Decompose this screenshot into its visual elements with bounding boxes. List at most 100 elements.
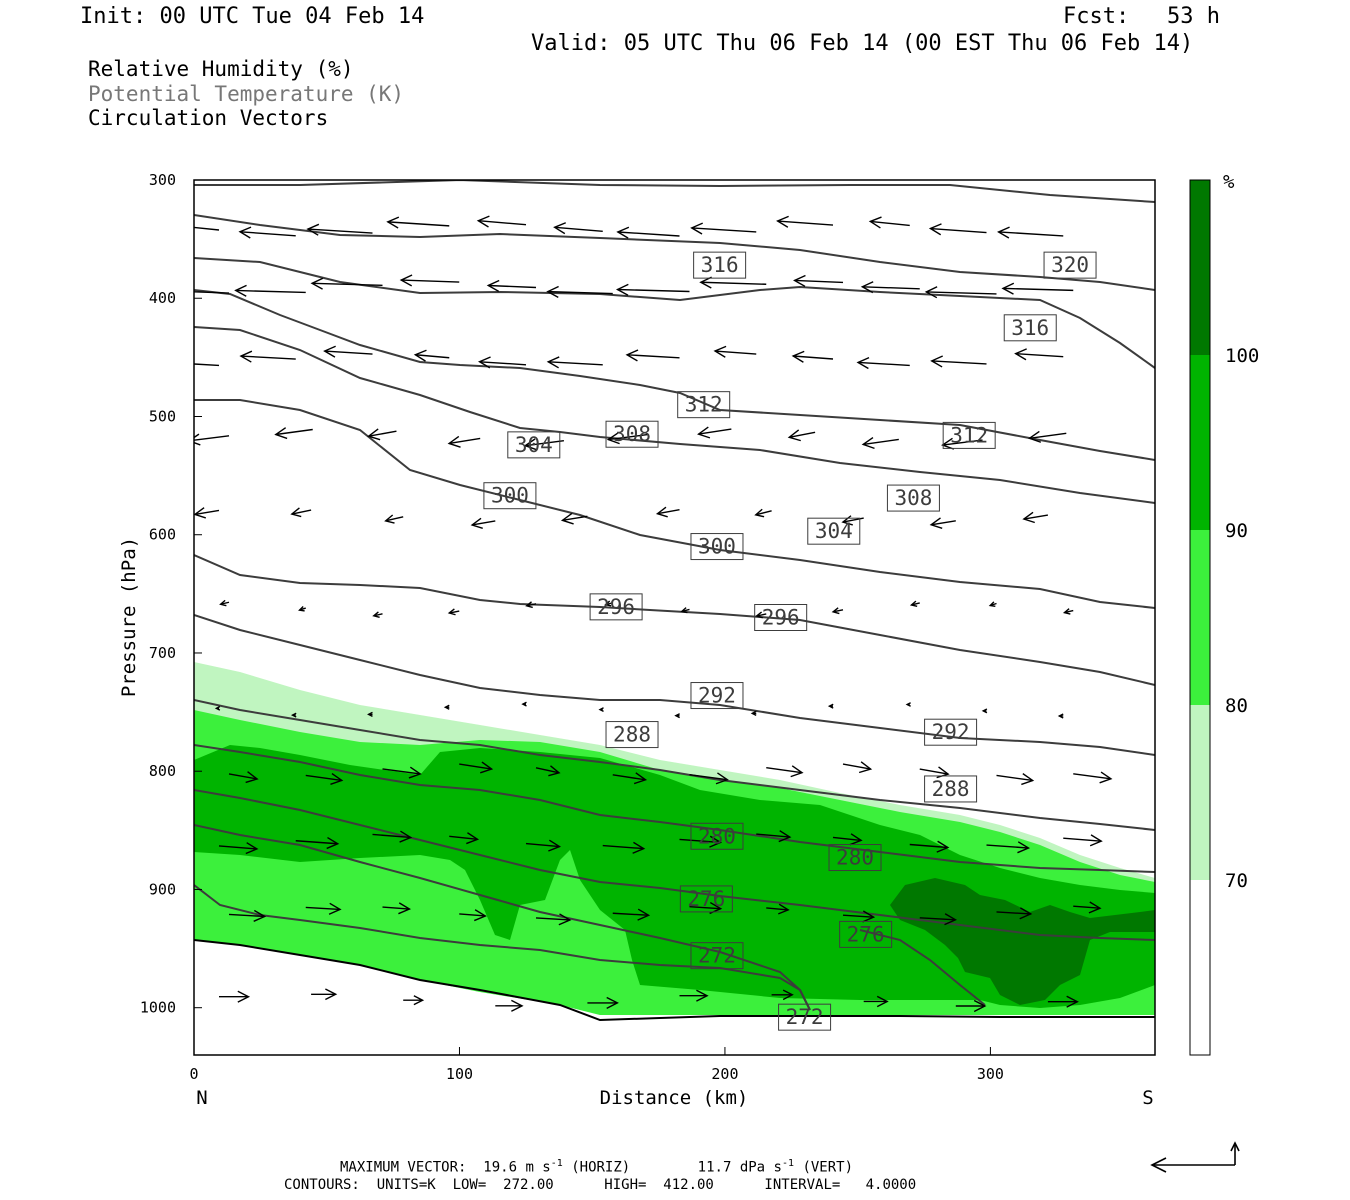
legend-relative-humidity: Relative Humidity (%) bbox=[88, 57, 354, 81]
contour-labels: 316 320 316 312 312 308 304 300 308 304 300 296 296 2… bbox=[483, 251, 1097, 1031]
vector-arrow bbox=[679, 989, 709, 1002]
horiz-value: 19.6 m s bbox=[483, 1159, 551, 1176]
contour-label: 312 bbox=[950, 423, 988, 447]
vector-arrow bbox=[523, 438, 564, 451]
vector-arrow bbox=[525, 839, 562, 852]
vector-arrow bbox=[1027, 430, 1067, 443]
vector-arrow bbox=[860, 281, 920, 294]
vector-arrow bbox=[754, 508, 772, 518]
vector-arrow bbox=[674, 713, 680, 719]
vector-arrow bbox=[842, 910, 876, 923]
contour-label-box bbox=[1003, 314, 1057, 342]
contour-label: 276 bbox=[847, 922, 885, 946]
vector-arrow bbox=[372, 830, 413, 843]
vector-arrow bbox=[766, 903, 790, 915]
colorbar: % 70 80 90 100 bbox=[1189, 171, 1259, 1056]
contour-label-box bbox=[828, 844, 882, 872]
contour-label-box bbox=[605, 721, 659, 749]
vector-arrow bbox=[311, 988, 338, 1001]
vector-arrow bbox=[955, 999, 987, 1013]
vector-arrow bbox=[194, 363, 220, 367]
colorbar-label: 100 bbox=[1225, 345, 1259, 367]
vector-arrow bbox=[689, 772, 729, 785]
y-tick-label: 400 bbox=[149, 289, 176, 307]
vector-arrow bbox=[386, 216, 450, 229]
x-tick-label: 100 bbox=[446, 1065, 473, 1083]
colorbar-frame bbox=[1189, 179, 1211, 1056]
vector-arrow bbox=[606, 432, 648, 445]
x-end-label-north: N bbox=[196, 1087, 207, 1109]
vector-arrow bbox=[981, 708, 988, 714]
vector-arrow bbox=[861, 436, 899, 450]
y-tick-label: 700 bbox=[149, 644, 176, 662]
vector-arrow bbox=[238, 226, 296, 239]
vector-arrow bbox=[305, 902, 342, 915]
contour-label-box bbox=[677, 391, 731, 419]
vert-value: 11.7 dPa s bbox=[697, 1159, 782, 1176]
vector-arrow bbox=[1022, 511, 1049, 524]
vector-arrow bbox=[194, 433, 230, 446]
contour-label-box bbox=[807, 517, 861, 545]
vector-arrow bbox=[1014, 348, 1064, 361]
vector-arrow bbox=[1062, 608, 1074, 615]
vector-arrow bbox=[290, 507, 312, 518]
contour-line bbox=[194, 699, 1155, 831]
contour-label: 308 bbox=[613, 422, 651, 446]
vector-arrow bbox=[1047, 995, 1079, 1008]
vector-arrow bbox=[535, 765, 561, 777]
contour-line bbox=[194, 289, 1155, 461]
vector-arrow bbox=[909, 840, 950, 853]
vector-arrow bbox=[996, 773, 1035, 786]
contour-line bbox=[194, 744, 1155, 873]
contour-label: 288 bbox=[613, 723, 651, 747]
vector-arrow bbox=[234, 284, 306, 297]
x-axis: 0 100 200 300 bbox=[189, 1047, 1004, 1083]
contour-line bbox=[194, 614, 1155, 756]
vector-arrow bbox=[615, 283, 690, 296]
contour-label-box bbox=[886, 484, 940, 512]
contour-label-box bbox=[690, 533, 744, 561]
vector-arrow bbox=[228, 909, 267, 922]
vector-arrow bbox=[680, 607, 690, 614]
vector-arrow bbox=[298, 605, 306, 612]
vector-arrow bbox=[214, 705, 221, 711]
vector-arrow bbox=[831, 607, 844, 615]
vector-arrow bbox=[367, 711, 373, 718]
vector-arrow bbox=[697, 426, 732, 439]
contour-label-box bbox=[589, 593, 643, 621]
vector-arrow bbox=[239, 350, 296, 363]
contour-label-box bbox=[693, 251, 747, 279]
vector-arrow bbox=[587, 996, 619, 1009]
vector-arrow bbox=[604, 600, 613, 607]
vector-arrow bbox=[930, 355, 987, 368]
vector-arrow bbox=[766, 765, 804, 778]
contour-label-box bbox=[690, 682, 744, 710]
contour-line bbox=[194, 180, 1155, 203]
vector-arrow bbox=[756, 830, 792, 843]
vector-arrow bbox=[470, 517, 496, 529]
contour-line bbox=[194, 824, 811, 1011]
vector-arrow bbox=[755, 611, 767, 619]
vector-arrow bbox=[832, 833, 863, 846]
vector-arrow bbox=[929, 517, 956, 530]
vector-arrow bbox=[546, 285, 613, 299]
vector-arrow bbox=[218, 842, 259, 855]
contour-label-box bbox=[942, 421, 996, 449]
contour-label: 320 bbox=[1051, 253, 1089, 277]
contour-label: 276 bbox=[687, 887, 725, 911]
colorbar-label: 80 bbox=[1225, 695, 1248, 717]
x-end-label-south: S bbox=[1142, 1087, 1153, 1109]
contour-label-box bbox=[778, 1003, 832, 1031]
contour-line bbox=[194, 399, 1155, 609]
vector-arrow bbox=[384, 514, 404, 524]
horiz-exponent: -1 bbox=[550, 1158, 563, 1169]
contour-line bbox=[194, 214, 1155, 291]
vector-arrow bbox=[793, 274, 844, 287]
footer-contours: CONTOURS: UNITS=K LOW= 272.00 HIGH= 412.… bbox=[284, 1177, 917, 1193]
contour-line bbox=[194, 554, 1155, 686]
vector-arrow bbox=[771, 989, 794, 1001]
colorbar-band bbox=[1190, 880, 1210, 1055]
contour-line bbox=[194, 257, 1155, 369]
contour-label: 300 bbox=[491, 484, 529, 508]
